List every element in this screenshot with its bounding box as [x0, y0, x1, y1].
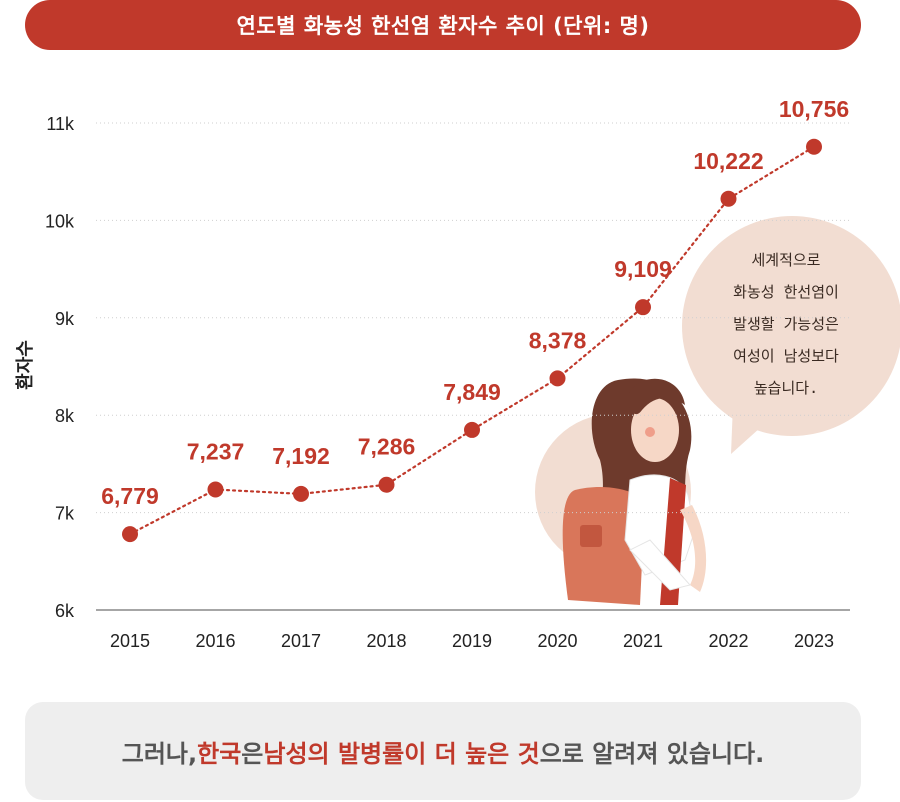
data-label: 7,849 [443, 379, 501, 405]
x-tick-label: 2018 [366, 631, 406, 651]
y-tick-label: 11k [46, 114, 75, 134]
footer-text: 그러나, [121, 739, 198, 768]
data-label: 7,286 [358, 434, 416, 460]
y-tick-label: 7k [55, 504, 75, 524]
bubble-line: 여성이 남성보다 [733, 347, 839, 365]
x-tick-label: 2015 [110, 631, 150, 651]
data-point [378, 476, 395, 493]
data-point [806, 138, 822, 155]
data-label: 7,192 [272, 443, 330, 469]
y-tick-label: 10k [45, 211, 75, 231]
data-point [720, 190, 737, 207]
data-labels: 6,779 7,237 7,192 7,286 7,849 8,378 9,109 10,22… [101, 96, 849, 509]
data-point [549, 370, 566, 387]
chart-title: 연도별 화농성 한선염 환자수 추이 (단위: 명) [25, 0, 861, 50]
data-label: 9,109 [614, 256, 672, 282]
bubble-line: 높습니다. [753, 379, 819, 397]
data-point [464, 421, 480, 438]
footer-highlight-male-rate: 남성의 발병률이 더 높은 것 [263, 739, 540, 768]
speech-bubble [682, 216, 900, 454]
x-tick-label: 2021 [623, 631, 663, 651]
x-tick-label: 2022 [708, 631, 748, 651]
data-label: 6,779 [101, 483, 159, 509]
y-tick-label: 8k [55, 406, 75, 426]
y-tick-label: 6k [55, 601, 75, 621]
line-chart: 6k 7k 8k 9k 10k 11k 2015 2016 2017 2018 2019 2020 20… [45, 96, 850, 651]
data-label: 10,756 [779, 96, 849, 122]
gridlines [96, 122, 850, 514]
x-tick-label: 2020 [537, 631, 577, 651]
data-label: 8,378 [529, 327, 587, 353]
speech-bubble-text: 세계적으로 화농성 한선염이 발생할 가능성은 여성이 남성보다 높습니다. [686, 244, 886, 404]
x-tick-label: 2017 [281, 631, 321, 651]
footer-text: 은 [241, 739, 264, 768]
woman-illustration [535, 378, 707, 605]
bubble-line: 세계적으로 [751, 251, 821, 269]
footer-note: 그러나, 한국 은 남성의 발병률이 더 높은 것 으로 알려져 있습니다. [25, 702, 861, 800]
bubble-line: 화농성 한선염이 [733, 283, 839, 301]
data-point [293, 485, 309, 502]
series-line [128, 145, 816, 536]
series-path [128, 145, 816, 536]
x-tick-label: 2016 [195, 631, 235, 651]
bubble-line: 발생할 가능성은 [733, 315, 839, 333]
footer-highlight-korea: 한국 [197, 739, 242, 768]
footer-text: 으로 알려져 있습니다. [539, 739, 765, 768]
data-point [635, 299, 651, 316]
x-tick-label: 2019 [452, 631, 492, 651]
data-label: 7,237 [187, 439, 245, 465]
data-label: 10,222 [693, 148, 763, 174]
axes: 6k 7k 8k 9k 10k 11k 2015 2016 2017 2018 2019 2020 20… [45, 114, 850, 651]
y-tick-label: 9k [55, 309, 75, 329]
data-point [207, 481, 224, 498]
data-points [122, 138, 822, 543]
x-tick-label: 2023 [794, 631, 834, 651]
data-point [122, 526, 138, 543]
